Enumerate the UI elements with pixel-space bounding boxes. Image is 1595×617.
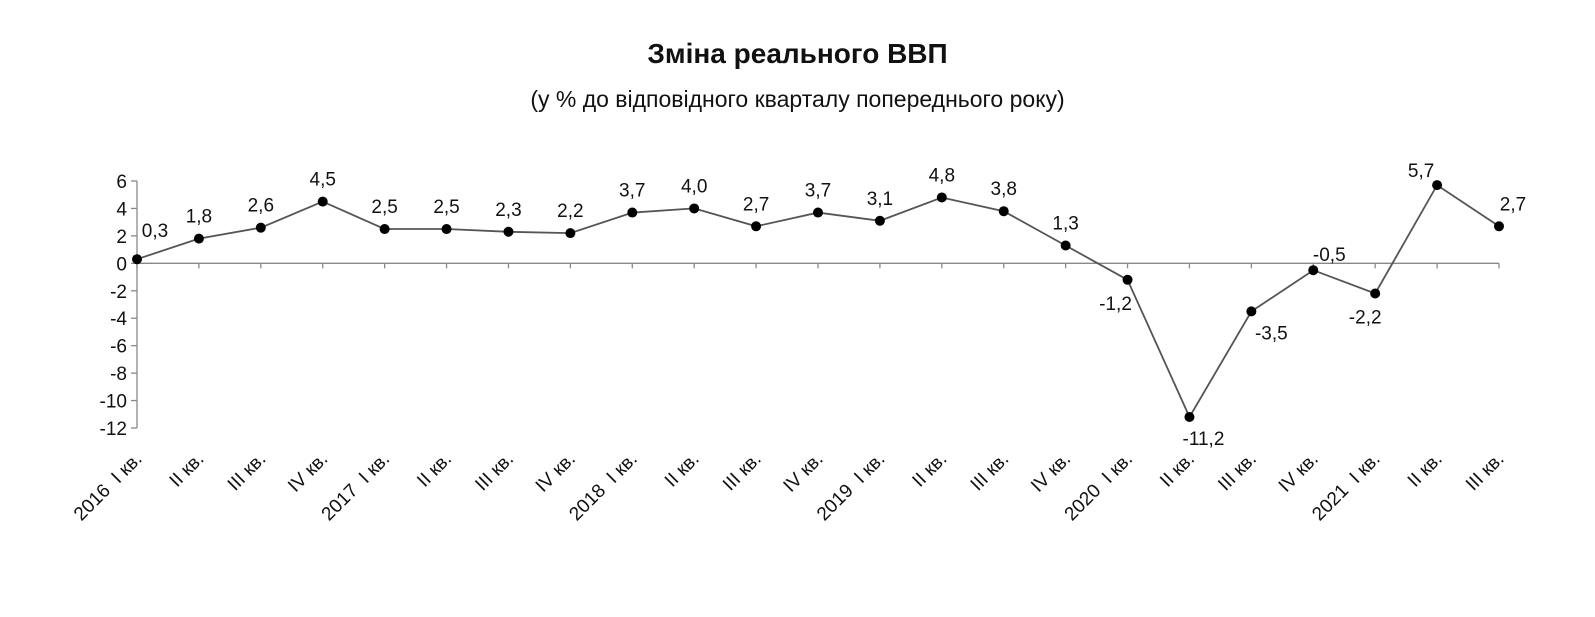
x-tick-label: IV кв. [780,449,828,497]
data-label: -3,5 [1255,323,1288,344]
data-label: 2,7 [1500,194,1526,215]
data-point [1370,288,1381,299]
data-point [193,233,204,244]
data-point [317,196,328,207]
data-point [813,207,823,218]
y-tick-label: 4 [116,199,127,220]
x-tick-label: 2017 І кв. [318,449,394,525]
x-tick-label: IV кв. [284,449,332,497]
y-tick-label: -6 [110,337,127,358]
x-tick-label: 2020 І кв. [1061,449,1137,525]
data-point [255,222,266,233]
data-point [379,224,390,235]
x-tick-label: 2019 І кв. [813,449,889,525]
data-point [1184,412,1195,423]
data-label: 2,6 [248,196,274,217]
y-tick-label: 2 [116,227,127,248]
data-label: -11,2 [1183,429,1225,450]
x-tick-label: IV кв. [1027,449,1075,497]
x-axis [136,262,1500,269]
data-point [565,228,576,239]
data-point [503,226,514,237]
series-line [136,183,1500,419]
x-tick-label: ІІІ кв. [1214,449,1261,496]
data-point [1246,306,1257,317]
chart-title: Зміна реального ВВП [647,38,948,69]
y-tick-label: 6 [116,172,127,193]
x-tick-label: ІІІ кв. [471,449,518,496]
data-label: -2,2 [1349,308,1382,329]
y-tick-label: -8 [110,364,127,385]
x-tick-label: ІІІ кв. [224,449,271,496]
data-label: 4,5 [310,170,336,191]
y-tick-label: -12 [100,419,127,440]
x-tick-labels: 2016 І кв. ІІ кв. ІІІ кв. IV кв.2017 І кв. І… [70,449,1508,525]
data-label: 2,5 [371,197,397,218]
x-tick-label: 2016 І кв. [70,449,146,525]
x-tick-label: IV кв. [1275,449,1323,497]
data-label: 4,8 [929,165,955,186]
data-point [936,192,947,203]
x-tick-label: ІІІ кв. [1462,449,1509,496]
data-point [441,224,452,235]
data-point [1432,180,1443,191]
data-label: -1,2 [1099,294,1132,315]
data-markers [132,180,1504,423]
data-label: 1,8 [186,207,212,228]
data-point [689,203,700,214]
data-label: 3,1 [867,189,893,210]
x-tick-label: ІІІ кв. [967,449,1014,496]
y-tick-label: -4 [110,309,127,330]
data-point [1060,240,1071,251]
x-tick-label: IV кв. [532,449,580,497]
x-tick-label: ІІ кв. [1404,449,1447,492]
y-tick-label: 0 [116,254,127,275]
data-point [874,215,885,226]
data-point [1308,265,1319,276]
data-label: 1,3 [1052,213,1078,234]
y-axis: 6 4 2 0 -2 -4 -6 -8 -10 -12 [100,172,138,440]
data-label: 2,2 [557,201,583,222]
data-label: 0,3 [142,221,168,242]
x-tick-label: ІІ кв. [909,449,952,492]
data-label: -0,5 [1313,245,1346,266]
data-label: 3,7 [805,181,831,202]
x-tick-label: ІІ кв. [413,449,456,492]
y-tick-label: -10 [100,392,127,413]
chart-subtitle: (у % до відповідного кварталу попередньо… [530,86,1065,112]
data-label: 3,8 [991,179,1017,200]
x-tick-label: 2021 І кв. [1308,449,1384,525]
x-tick-label: ІІІ кв. [719,449,766,496]
x-tick-label: ІІ кв. [1156,449,1199,492]
data-label: 4,0 [681,176,707,197]
data-label: 2,7 [743,194,769,215]
data-point [1122,274,1133,285]
data-point [998,206,1009,217]
x-tick-label: 2018 І кв. [565,449,641,525]
data-point [1494,221,1504,232]
y-tick-label: -2 [110,282,127,303]
x-tick-label: ІІ кв. [661,449,704,492]
data-labels: 0,3 1,8 2,6 4,5 2,5 2,5 2,3 2,2 3,7 4,0 2,7 3,7 3,1 4… [142,161,1526,450]
data-label: 3,7 [619,181,645,202]
data-point [627,207,638,218]
series-line-group [136,183,1500,419]
data-label: 5,7 [1408,161,1434,182]
x-tick-label: ІІ кв. [166,449,209,492]
data-label: 2,3 [495,200,521,221]
data-point [751,221,762,232]
data-label: 2,5 [433,197,459,218]
data-point [132,254,142,265]
